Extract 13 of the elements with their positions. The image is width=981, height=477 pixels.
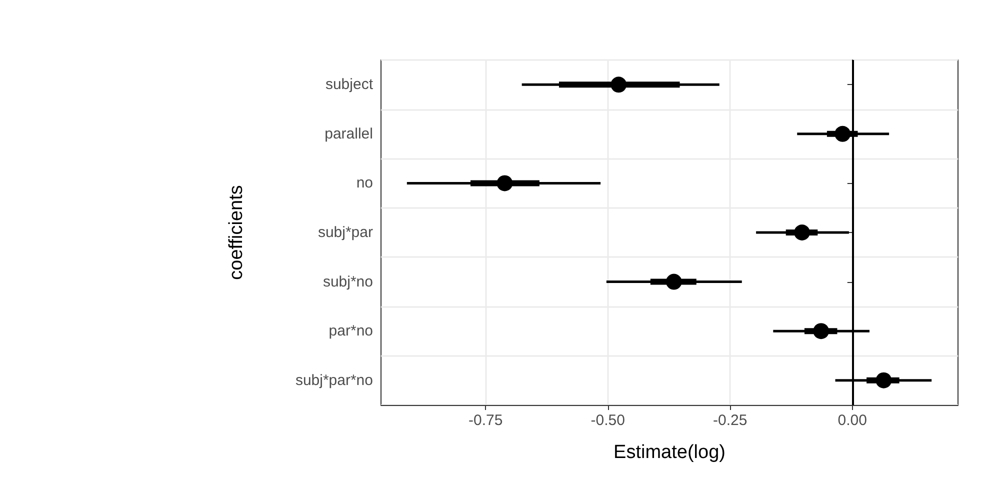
x-axis-title: Estimate(log)	[614, 442, 726, 463]
x-tick-label: -0.50	[590, 412, 625, 429]
y-tick-label: no	[356, 174, 373, 192]
y-tick-label: subj*par	[318, 224, 373, 241]
y-tick-label: subject	[325, 76, 374, 94]
y-axis-title: coefficients	[226, 185, 247, 280]
x-tick-label: -0.25	[713, 412, 748, 429]
x-tick-label: 0.00	[838, 412, 867, 429]
y-tick-label: par*no	[328, 322, 373, 340]
y-tick-label: subj*par*no	[295, 372, 373, 389]
x-tick-label: -0.75	[468, 412, 503, 429]
y-tick-label: subj*no	[322, 273, 373, 290]
y-tick-label: parallel	[324, 125, 373, 142]
